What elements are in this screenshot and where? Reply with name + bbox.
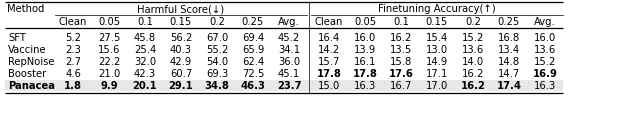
Text: Harmful Score(↓): Harmful Score(↓) <box>138 4 225 14</box>
Text: 36.0: 36.0 <box>278 57 300 67</box>
Text: 0.15: 0.15 <box>170 17 192 27</box>
Text: 32.0: 32.0 <box>134 57 156 67</box>
Text: 0.05: 0.05 <box>354 17 376 27</box>
Text: 13.9: 13.9 <box>354 45 376 55</box>
Text: 2.3: 2.3 <box>65 45 81 55</box>
Text: 62.4: 62.4 <box>242 57 264 67</box>
Text: 34.8: 34.8 <box>205 81 229 91</box>
Text: 16.3: 16.3 <box>534 81 556 91</box>
Text: 15.6: 15.6 <box>98 45 120 55</box>
Text: 16.2: 16.2 <box>461 81 485 91</box>
Text: 16.4: 16.4 <box>318 33 340 43</box>
Text: 5.2: 5.2 <box>65 33 81 43</box>
Text: 69.3: 69.3 <box>206 69 228 79</box>
Text: 22.2: 22.2 <box>98 57 120 67</box>
Text: 15.2: 15.2 <box>534 57 556 67</box>
Text: 55.2: 55.2 <box>206 45 228 55</box>
Text: 45.8: 45.8 <box>134 33 156 43</box>
Text: 0.1: 0.1 <box>393 17 409 27</box>
Text: Booster: Booster <box>8 69 46 79</box>
Text: 45.2: 45.2 <box>278 33 300 43</box>
Text: 17.1: 17.1 <box>426 69 448 79</box>
Text: Clean: Clean <box>315 17 343 27</box>
Bar <box>5 80 563 91</box>
Text: 54.0: 54.0 <box>206 57 228 67</box>
Text: 4.6: 4.6 <box>65 69 81 79</box>
Text: 40.3: 40.3 <box>170 45 192 55</box>
Text: 14.8: 14.8 <box>498 57 520 67</box>
Text: Clean: Clean <box>59 17 87 27</box>
Text: RepNoise: RepNoise <box>8 57 54 67</box>
Text: 15.8: 15.8 <box>390 57 412 67</box>
Text: 67.0: 67.0 <box>206 33 228 43</box>
Text: Avg.: Avg. <box>278 17 300 27</box>
Text: Panacea: Panacea <box>8 81 55 91</box>
Text: 69.4: 69.4 <box>242 33 264 43</box>
Text: 15.4: 15.4 <box>426 33 448 43</box>
Text: 15.0: 15.0 <box>318 81 340 91</box>
Text: 16.7: 16.7 <box>390 81 412 91</box>
Text: 17.8: 17.8 <box>353 69 378 79</box>
Text: 72.5: 72.5 <box>242 69 264 79</box>
Text: 1.8: 1.8 <box>64 81 82 91</box>
Text: 0.2: 0.2 <box>465 17 481 27</box>
Text: 14.2: 14.2 <box>318 45 340 55</box>
Text: 15.2: 15.2 <box>462 33 484 43</box>
Text: Finetuning Accuracy(↑): Finetuning Accuracy(↑) <box>378 4 496 14</box>
Text: 34.1: 34.1 <box>278 45 300 55</box>
Text: 0.25: 0.25 <box>242 17 264 27</box>
Text: 20.1: 20.1 <box>132 81 157 91</box>
Text: 27.5: 27.5 <box>98 33 120 43</box>
Text: SFT: SFT <box>8 33 26 43</box>
Text: 15.7: 15.7 <box>318 57 340 67</box>
Text: 16.2: 16.2 <box>462 69 484 79</box>
Text: 2.7: 2.7 <box>65 57 81 67</box>
Text: 0.15: 0.15 <box>426 17 448 27</box>
Text: 21.0: 21.0 <box>98 69 120 79</box>
Text: 0.1: 0.1 <box>137 17 153 27</box>
Text: 16.0: 16.0 <box>354 33 376 43</box>
Text: 16.8: 16.8 <box>498 33 520 43</box>
Text: 0.05: 0.05 <box>98 17 120 27</box>
Text: 13.4: 13.4 <box>498 45 520 55</box>
Text: 16.0: 16.0 <box>534 33 556 43</box>
Text: 60.7: 60.7 <box>170 69 192 79</box>
Text: 42.9: 42.9 <box>170 57 192 67</box>
Text: 29.1: 29.1 <box>168 81 193 91</box>
Text: 17.0: 17.0 <box>426 81 448 91</box>
Text: 0.25: 0.25 <box>498 17 520 27</box>
Text: 14.0: 14.0 <box>462 57 484 67</box>
Text: 17.4: 17.4 <box>497 81 522 91</box>
Text: 14.7: 14.7 <box>498 69 520 79</box>
Text: 45.1: 45.1 <box>278 69 300 79</box>
Text: 16.3: 16.3 <box>354 81 376 91</box>
Text: 13.0: 13.0 <box>426 45 448 55</box>
Text: 65.9: 65.9 <box>242 45 264 55</box>
Text: 16.2: 16.2 <box>390 33 412 43</box>
Text: 16.9: 16.9 <box>532 69 557 79</box>
Text: 46.3: 46.3 <box>241 81 266 91</box>
Text: Avg.: Avg. <box>534 17 556 27</box>
Text: 17.6: 17.6 <box>388 69 413 79</box>
Text: 42.3: 42.3 <box>134 69 156 79</box>
Text: Vaccine: Vaccine <box>8 45 47 55</box>
Text: Method: Method <box>7 4 44 14</box>
Text: 9.9: 9.9 <box>100 81 118 91</box>
Text: 56.2: 56.2 <box>170 33 192 43</box>
Text: 17.8: 17.8 <box>317 69 341 79</box>
Text: 0.2: 0.2 <box>209 17 225 27</box>
Text: 13.6: 13.6 <box>462 45 484 55</box>
Text: 16.1: 16.1 <box>354 57 376 67</box>
Text: 23.7: 23.7 <box>276 81 301 91</box>
Text: 13.5: 13.5 <box>390 45 412 55</box>
Text: 25.4: 25.4 <box>134 45 156 55</box>
Text: 13.6: 13.6 <box>534 45 556 55</box>
Text: 14.9: 14.9 <box>426 57 448 67</box>
